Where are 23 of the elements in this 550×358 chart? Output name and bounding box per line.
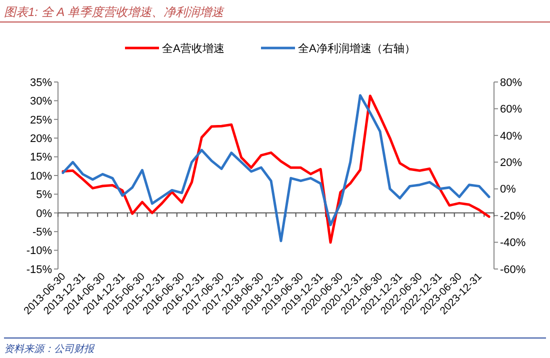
y-tick-label: 10% <box>30 170 52 182</box>
y2-tick-label: -20% <box>500 210 526 222</box>
y2-tick-label: -60% <box>500 264 526 276</box>
y-tick-label: 5% <box>36 189 52 202</box>
y-tick-label: 15% <box>30 152 52 164</box>
y-tick-label: -5% <box>32 226 52 238</box>
y-tick-label: -15% <box>26 264 52 276</box>
y-tick-label: -10% <box>26 245 52 258</box>
text: 资料来源：公司财报 <box>4 343 95 355</box>
y2-tick-label: 80% <box>500 76 522 89</box>
y-tick-label: 20% <box>30 132 52 145</box>
y2-tick-label: 40% <box>500 130 522 142</box>
y2-tick-label: 60% <box>500 104 522 116</box>
y-tick-label: 35% <box>30 76 52 89</box>
y-tick-label: 0% <box>36 208 52 220</box>
y2-tick-label: 20% <box>500 156 522 169</box>
y-tick-label: 25% <box>30 114 52 126</box>
y2-tick-label: 0% <box>500 184 516 196</box>
y-tick-label: 30% <box>30 96 52 108</box>
y2-tick-label: -40% <box>500 237 526 250</box>
chart-title: 图表1: 全 A 单季度营收增速、净利润增速 <box>4 5 225 19</box>
legend-label: 全A净利润增速（右轴） <box>298 42 416 55</box>
legend-label: 全A营收增速 <box>162 42 224 55</box>
